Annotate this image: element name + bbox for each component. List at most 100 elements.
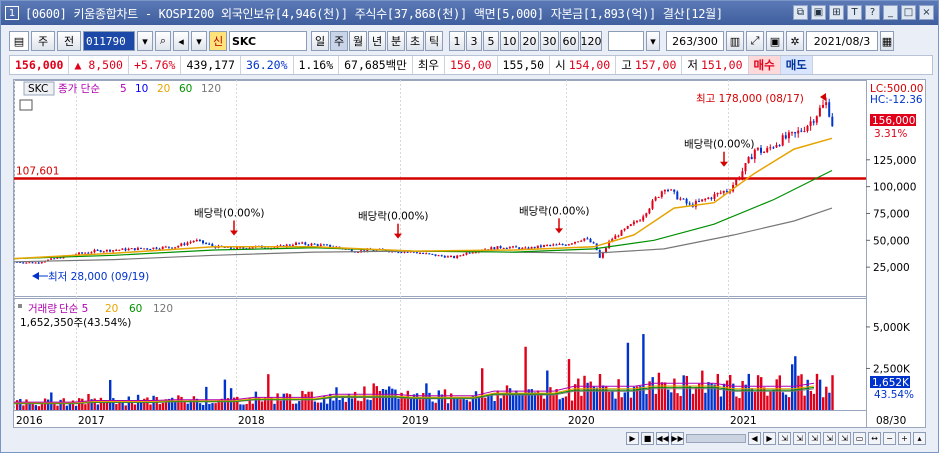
- volume-bar: [561, 397, 564, 410]
- period-button[interactable]: 분: [387, 31, 405, 51]
- maximize-icon[interactable]: □: [901, 5, 916, 20]
- zoom-in-icon[interactable]: +: [898, 432, 911, 445]
- sound-icon[interactable]: ◂: [173, 31, 189, 51]
- period-button[interactable]: 년: [368, 31, 386, 51]
- gear-icon[interactable]: ✲: [786, 31, 804, 51]
- interval-button[interactable]: 120: [580, 31, 602, 51]
- volume-bar: [657, 372, 661, 410]
- interval-input[interactable]: [608, 31, 644, 51]
- prev-icon[interactable]: ▾: [191, 31, 207, 51]
- volume-bar: [806, 379, 809, 410]
- volume-bar: [121, 401, 124, 410]
- volume-bar: [564, 396, 568, 410]
- pct-tag: 3.31%: [874, 128, 907, 140]
- period-button[interactable]: 초: [406, 31, 424, 51]
- tool-2-icon[interactable]: ⇲: [793, 432, 806, 445]
- volume-bar: [676, 393, 679, 410]
- interval-button[interactable]: 30: [540, 31, 559, 51]
- tool-6-icon[interactable]: ▭: [853, 432, 866, 445]
- search-icon[interactable]: ⌕: [155, 31, 171, 51]
- stock-code-input[interactable]: 011790: [83, 31, 135, 51]
- help-icon[interactable]: ?: [865, 5, 880, 20]
- candle-body: [298, 242, 301, 244]
- zoom-out-icon[interactable]: −: [883, 432, 896, 445]
- candle-body: [81, 252, 84, 254]
- volume-bar: [654, 393, 657, 410]
- volume-bar: [220, 398, 223, 410]
- candle-body: [319, 244, 322, 246]
- minimize-icon[interactable]: _: [883, 5, 898, 20]
- tool-3-icon[interactable]: ⇲: [808, 432, 821, 445]
- interval-button[interactable]: 20: [520, 31, 539, 51]
- volume-ma5-line: [14, 382, 815, 403]
- period-button[interactable]: 월: [349, 31, 367, 51]
- volume-bar: [710, 383, 713, 410]
- period-button[interactable]: 틱: [425, 31, 443, 51]
- candle-body: [425, 253, 428, 255]
- candle-body: [189, 241, 192, 243]
- code-dropdown-icon[interactable]: ▾: [137, 31, 153, 51]
- volume-bar: [663, 382, 667, 410]
- volume-bar: [577, 378, 580, 410]
- fast-forward-icon[interactable]: ▶▶: [671, 432, 684, 445]
- candle-body: [744, 163, 747, 172]
- volume-bar: [530, 389, 533, 410]
- fit-icon[interactable]: ↔: [868, 432, 881, 445]
- volume-bar: [549, 387, 552, 410]
- buy-button[interactable]: 매수: [748, 56, 781, 74]
- candle-body: [515, 246, 518, 248]
- interval-button[interactable]: 10: [500, 31, 519, 51]
- scope-select[interactable]: 전: [57, 31, 81, 51]
- fast-back-icon[interactable]: ◀◀: [656, 432, 669, 445]
- stop-icon[interactable]: ■: [641, 432, 654, 445]
- price-tick-label: 100,000: [873, 182, 916, 194]
- interval-button[interactable]: 3: [466, 31, 482, 51]
- interval-dropdown-icon[interactable]: ▾: [646, 31, 660, 51]
- chart-area[interactable]: 2016 2017 2018 2019 2020 2021 08/30 125,000 100,…: [13, 79, 926, 428]
- date-field[interactable]: 2021/08/3: [806, 31, 878, 51]
- settings-icon[interactable]: ▤: [9, 31, 29, 51]
- volume-bar: [310, 391, 313, 410]
- candle-body: [363, 250, 366, 252]
- tool-5-icon[interactable]: ⇲: [838, 432, 851, 445]
- chart-type-icon[interactable]: ▥: [726, 31, 744, 51]
- volume-bar: [198, 403, 202, 410]
- candle-body: [146, 248, 149, 250]
- chart-svg[interactable]: 2016 2017 2018 2019 2020 2021 08/30125,000100,…: [13, 80, 925, 427]
- volume-legend-item: 단순 5: [59, 303, 88, 315]
- count-field[interactable]: 263/300: [666, 31, 724, 51]
- volume-bar: [31, 402, 34, 410]
- zoom-slider[interactable]: [686, 434, 746, 443]
- copy-window-icon[interactable]: ⧉: [793, 5, 808, 20]
- volume-bar: [189, 399, 192, 410]
- volume-bar: [127, 396, 130, 410]
- zoom-next-icon[interactable]: ▶: [763, 432, 776, 445]
- tool-1-icon[interactable]: ⇲: [778, 432, 791, 445]
- stock-name-field[interactable]: SKC: [229, 31, 307, 51]
- market-select[interactable]: 주: [31, 31, 55, 51]
- link-icon[interactable]: ⊞: [829, 5, 844, 20]
- zoom-prev-icon[interactable]: ◀: [748, 432, 761, 445]
- cursor-icon[interactable]: ⤢: [746, 31, 764, 51]
- tool-4-icon[interactable]: ⇲: [823, 432, 836, 445]
- period-button[interactable]: 주: [330, 31, 348, 51]
- sell-button[interactable]: 매도: [780, 56, 813, 74]
- candle-body: [623, 228, 626, 231]
- scroll-right-icon[interactable]: ▶: [626, 432, 639, 445]
- interval-button[interactable]: 1: [449, 31, 465, 51]
- save-icon[interactable]: ▣: [811, 5, 826, 20]
- pin-icon[interactable]: T: [847, 5, 862, 20]
- disk-icon[interactable]: ▣: [766, 31, 784, 51]
- panel-menu-icon[interactable]: ▴: [913, 432, 926, 445]
- interval-button[interactable]: 5: [483, 31, 499, 51]
- candle-body: [102, 251, 105, 253]
- calendar-icon[interactable]: ▦: [880, 31, 894, 51]
- candle-body: [229, 246, 232, 249]
- close-icon[interactable]: ×: [919, 5, 934, 20]
- volume-bar: [462, 397, 465, 410]
- volume-tag: 1,652K: [872, 377, 910, 389]
- interval-button[interactable]: 60: [560, 31, 579, 51]
- period-button[interactable]: 일: [311, 31, 329, 51]
- candle-body: [412, 251, 415, 253]
